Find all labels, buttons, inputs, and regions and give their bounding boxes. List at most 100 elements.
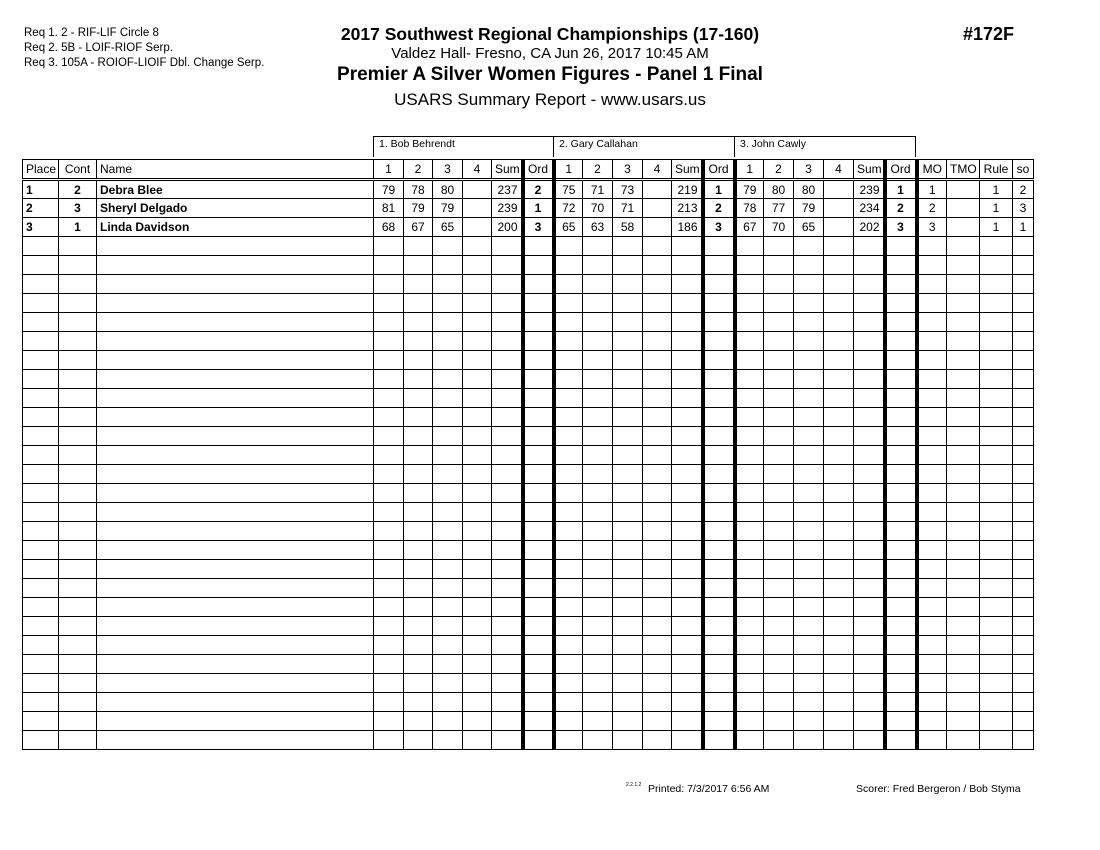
table-cell: [671, 407, 703, 427]
table-cell: [520, 331, 554, 351]
table-cell: [96, 730, 374, 750]
table-cell: 3: [520, 217, 554, 237]
column-header: 2: [403, 159, 433, 181]
table-cell: 1: [979, 217, 1013, 237]
table-cell: [373, 635, 404, 655]
table-cell: [520, 654, 554, 674]
table-cell: [882, 312, 917, 332]
table-cell: [642, 179, 672, 199]
table-cell: [1012, 445, 1034, 465]
table-cell: [823, 255, 854, 275]
table-cell: [403, 312, 433, 332]
table-cell: [612, 673, 643, 693]
table-cell: [58, 274, 97, 294]
table-cell: [793, 255, 824, 275]
table-cell: [914, 407, 947, 427]
table-cell: [882, 388, 917, 408]
table-cell: [1012, 597, 1034, 617]
table-cell: [582, 521, 613, 541]
table-cell: 70: [582, 198, 613, 218]
table-cell: 79: [403, 198, 433, 218]
table-cell: [432, 445, 463, 465]
table-cell: [793, 426, 824, 446]
table-cell: [914, 540, 947, 560]
table-cell: [946, 711, 980, 731]
table-cell: [96, 426, 374, 446]
column-header: 2: [582, 159, 613, 181]
table-cell: [520, 692, 554, 712]
empty-row: [22, 407, 1034, 427]
table-cell: [96, 388, 374, 408]
table-cell: [700, 464, 735, 484]
table-cell: 1: [520, 198, 554, 218]
table-cell: [58, 445, 97, 465]
table-cell: [914, 312, 947, 332]
table-cell: [671, 711, 703, 731]
table-cell: [946, 274, 980, 294]
table-cell: [642, 521, 672, 541]
table-cell: [946, 730, 980, 750]
table-cell: [373, 540, 404, 560]
table-cell: [914, 635, 947, 655]
table-cell: 2: [914, 198, 947, 218]
table-cell: [882, 464, 917, 484]
table-cell: [22, 388, 59, 408]
table-cell: [58, 369, 97, 389]
table-cell: [946, 426, 980, 446]
table-cell: [612, 616, 643, 636]
table-cell: [373, 388, 404, 408]
table-cell: [432, 293, 463, 313]
table-cell: [491, 540, 523, 560]
table-cell: [551, 654, 583, 674]
table-cell: [882, 578, 917, 598]
table-cell: [853, 350, 885, 370]
table-cell: [671, 578, 703, 598]
table-cell: [671, 521, 703, 541]
table-cell: [551, 236, 583, 256]
table-cell: [373, 692, 404, 712]
table-cell: [671, 445, 703, 465]
table-cell: [403, 445, 433, 465]
table-cell: [732, 692, 764, 712]
table-cell: [96, 274, 374, 294]
table-cell: [914, 464, 947, 484]
table-cell: [671, 388, 703, 408]
table-cell: [491, 730, 523, 750]
table-cell: [403, 502, 433, 522]
table-cell: [491, 521, 523, 541]
table-cell: [58, 578, 97, 598]
table-cell: [582, 369, 613, 389]
empty-row: [22, 616, 1034, 636]
table-cell: [853, 369, 885, 389]
table-cell: [671, 616, 703, 636]
table-cell: 80: [793, 179, 824, 199]
table-cell: [462, 331, 492, 351]
table-cell: [373, 559, 404, 579]
table-cell: [22, 464, 59, 484]
table-cell: [732, 312, 764, 332]
table-cell: [914, 654, 947, 674]
table-cell: [96, 255, 374, 275]
table-cell: [520, 369, 554, 389]
empty-row: [22, 673, 1034, 693]
table-cell: [58, 692, 97, 712]
table-cell: [853, 388, 885, 408]
table-cell: [432, 464, 463, 484]
table-cell: [403, 483, 433, 503]
table-cell: [642, 578, 672, 598]
table-cell: [432, 521, 463, 541]
table-cell: [793, 540, 824, 560]
table-cell: [700, 521, 735, 541]
table-cell: [732, 540, 764, 560]
event-number: #172F: [963, 24, 1015, 44]
table-cell: 2: [1012, 179, 1034, 199]
table-cell: [882, 407, 917, 427]
table-cell: 2: [882, 198, 917, 218]
table-cell: [700, 540, 735, 560]
table-cell: [582, 293, 613, 313]
table-cell: [946, 502, 980, 522]
empty-row: [22, 597, 1034, 617]
table-cell: [793, 711, 824, 731]
table-cell: [882, 521, 917, 541]
table-cell: [491, 274, 523, 294]
